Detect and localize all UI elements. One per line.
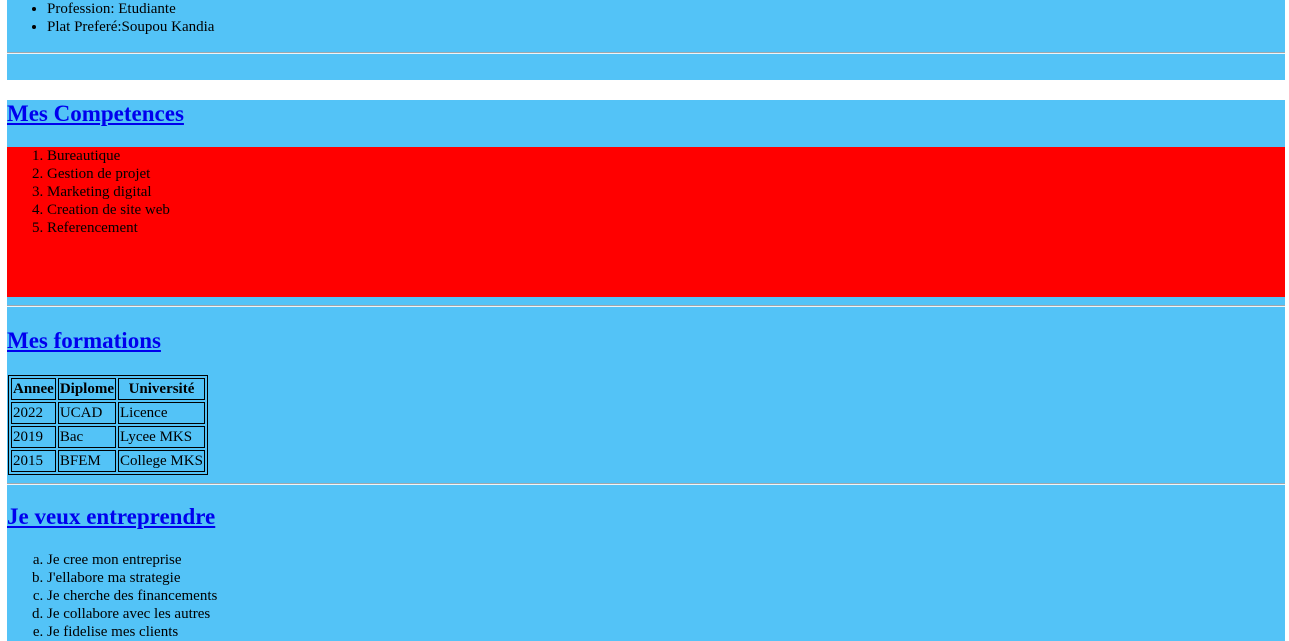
table-row: 2015 BFEM College MKS — [11, 450, 205, 472]
entreprendre-link[interactable]: Je veux entreprendre — [7, 504, 216, 529]
table-header-row: Annee Diplome Université — [11, 378, 205, 400]
competences-title: Mes Competences — [7, 100, 184, 128]
entreprendre-item: Je collabore avec les autres — [47, 605, 217, 623]
cell-universite: College MKS — [118, 450, 205, 472]
divider — [7, 52, 1285, 54]
competences-link[interactable]: Mes Competences — [7, 101, 184, 126]
formations-section: Mes formations Annee Diplome Université … — [7, 327, 1285, 477]
entreprendre-item: Je fidelise mes clients — [47, 623, 217, 641]
competence-item: Referencement — [47, 219, 1285, 237]
competence-item: Bureautique — [47, 147, 1285, 165]
entreprendre-title: Je veux entreprendre — [7, 503, 215, 531]
cell-diplome: Bac — [57, 426, 117, 448]
table-row: 2022 UCAD Licence — [11, 402, 205, 424]
formations-title: Mes formations — [7, 327, 161, 355]
cell-universite: Licence — [118, 402, 205, 424]
table-row: 2019 Bac Lycee MKS — [11, 426, 205, 448]
cell-annee: 2015 — [11, 450, 56, 472]
competence-item: Creation de site web — [47, 201, 1285, 219]
entreprendre-item: Je cherche des financements — [47, 587, 217, 605]
cell-annee: 2019 — [11, 426, 56, 448]
header-annee: Annee — [11, 378, 56, 400]
entreprendre-list: Je cree mon entreprise J'ellabore ma str… — [7, 551, 217, 641]
profile-item-profession: Profession: Etudiante — [47, 0, 214, 18]
cell-diplome: UCAD — [57, 402, 117, 424]
profile-item-plat: Plat Preferé:Soupou Kandia — [47, 18, 214, 36]
divider — [7, 483, 1285, 485]
cell-diplome: BFEM — [57, 450, 117, 472]
formations-link[interactable]: Mes formations — [7, 328, 161, 353]
profile-list: Profession: Etudiante Plat Preferé:Soupo… — [7, 0, 214, 36]
profile-section: Profession: Etudiante Plat Preferé:Soupo… — [7, 0, 1285, 80]
cell-annee: 2022 — [11, 402, 56, 424]
competence-item: Marketing digital — [47, 183, 1285, 201]
header-diplome: Diplome — [57, 378, 117, 400]
competence-item: Gestion de projet — [47, 165, 1285, 183]
entreprendre-section: Je veux entreprendre Je cree mon entrepr… — [7, 483, 1285, 641]
competences-box: Bureautique Gestion de projet Marketing … — [7, 147, 1285, 297]
competences-section: Mes Competences Bureautique Gestion de p… — [7, 100, 1285, 483]
formations-table: Annee Diplome Université 2022 UCAD Licen… — [8, 375, 208, 475]
entreprendre-item: J'ellabore ma strategie — [47, 569, 217, 587]
cell-universite: Lycee MKS — [118, 426, 205, 448]
competences-list: Bureautique Gestion de projet Marketing … — [7, 147, 1285, 237]
header-universite: Université — [118, 378, 205, 400]
divider — [7, 305, 1285, 307]
entreprendre-item: Je cree mon entreprise — [47, 551, 217, 569]
